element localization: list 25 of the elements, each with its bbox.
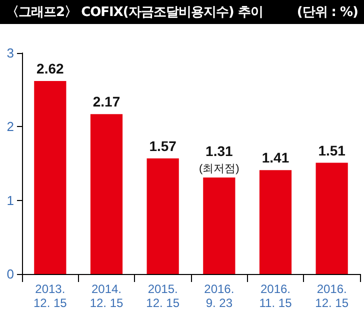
y-tick-label: 0 (6, 266, 14, 282)
data-label: 1.31 (206, 142, 234, 159)
bar (146, 158, 179, 274)
bar (316, 162, 348, 274)
x-tick-label: 2013. 12. 15 (33, 282, 68, 310)
chart-title: 〈그래프2〉 COFIX(자금조달비용지수) 추이 (6, 4, 263, 21)
data-label: 1.51 (318, 142, 346, 158)
x-tick-label: 2016. 11. 15 (259, 282, 292, 310)
x-tick-label: 2014. 12. 15 (90, 282, 124, 310)
x-tick-label: 2016. 12. 15 (315, 282, 349, 310)
bar (34, 80, 66, 274)
y-tick-label: 3 (6, 46, 14, 60)
y-tick-label: 2 (6, 119, 14, 134)
y-tick-label: 1 (6, 192, 14, 208)
data-label: 1.41 (262, 150, 290, 166)
x-tick-label: 2016. 9. 23 (204, 282, 234, 310)
data-label: 2.17 (92, 94, 120, 110)
data-label: 1.57 (149, 138, 177, 154)
bar (203, 177, 236, 274)
bar (259, 170, 292, 274)
chart-subtitle: (단위 : %) (296, 4, 358, 21)
x-tick-label: 2015. 12. 15 (146, 282, 180, 310)
annotation: (최저점) (199, 162, 240, 175)
data-label: 2.62 (36, 60, 64, 76)
bar (90, 114, 123, 274)
